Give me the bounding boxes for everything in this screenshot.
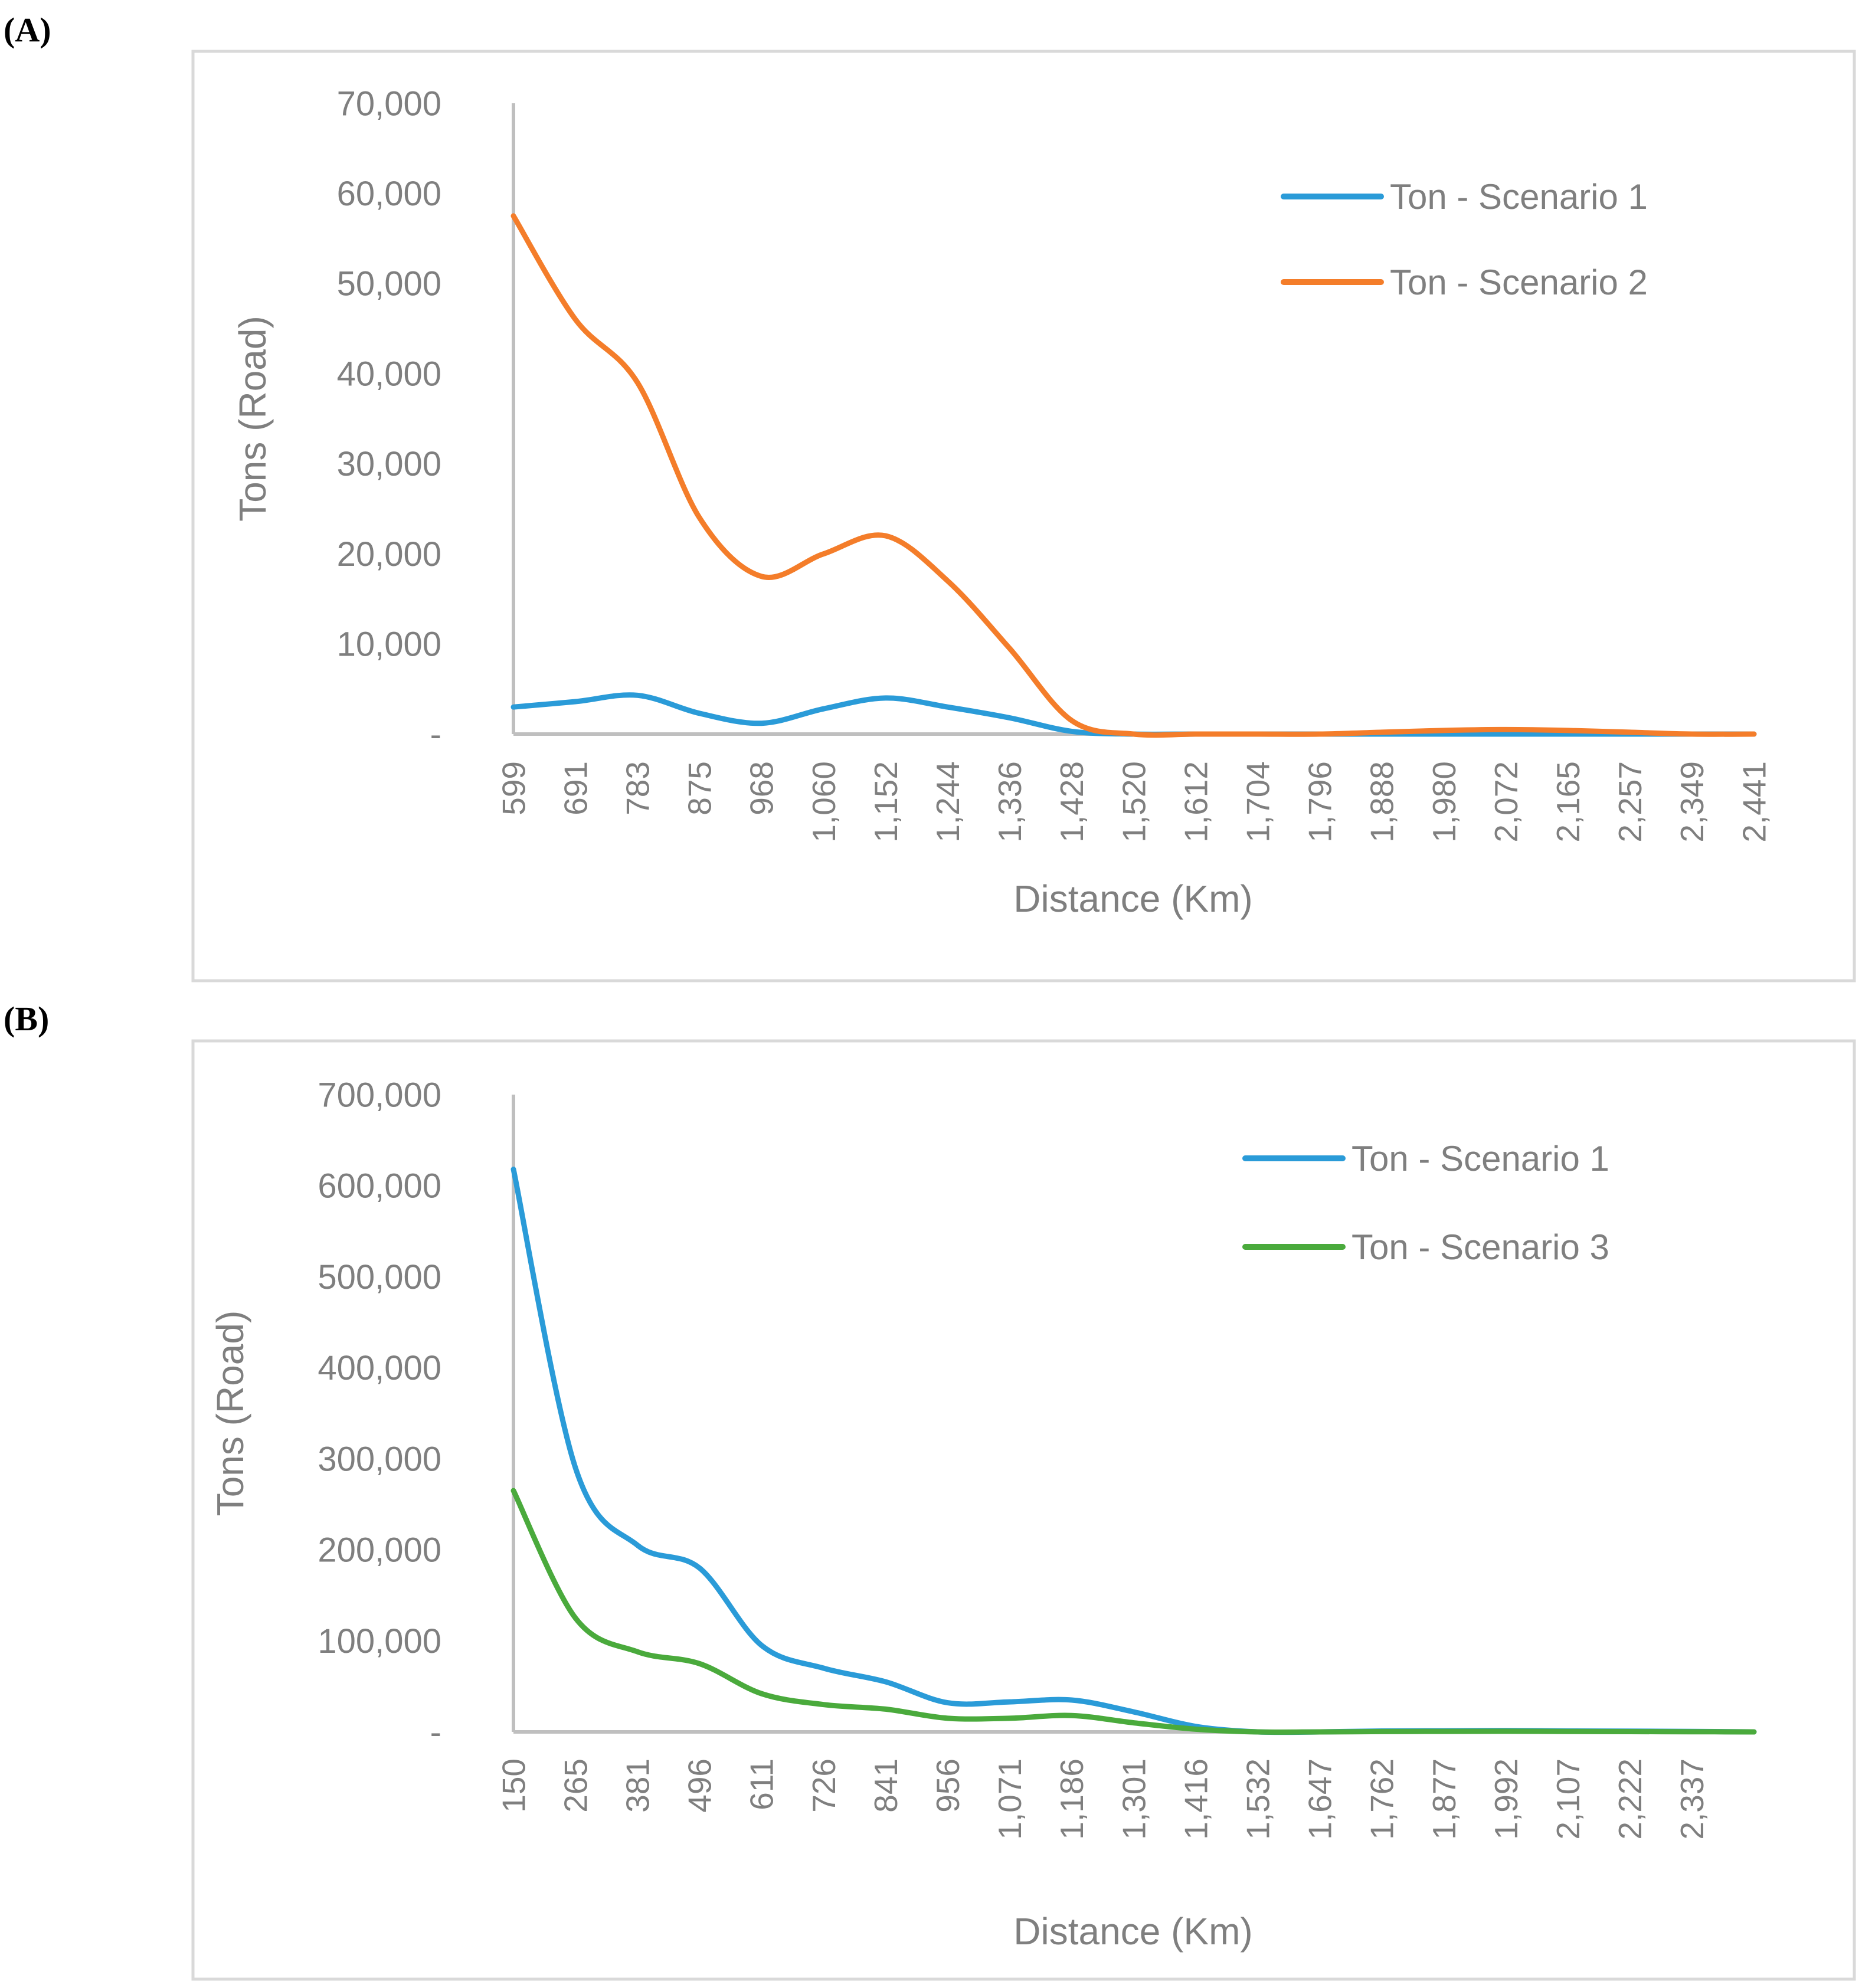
x-tick-label-a: 2,257 xyxy=(1612,761,1648,843)
y-tick-label-b: 300,000 xyxy=(318,1440,441,1478)
x-tick-label-b: 1,647 xyxy=(1302,1758,1339,1840)
y-tick-label-b: 700,000 xyxy=(318,1076,441,1114)
x-tick-label-a: 691 xyxy=(557,761,594,815)
y-tick-label-b: 400,000 xyxy=(318,1349,441,1387)
x-tick-label-b: 2,337 xyxy=(1674,1758,1710,1840)
y-tick-label-b: 100,000 xyxy=(318,1622,441,1661)
y-tick-label-b: 600,000 xyxy=(318,1167,441,1206)
x-tick-label-b: 1,301 xyxy=(1115,1758,1152,1840)
x-tick-label-a: 1,520 xyxy=(1115,761,1152,843)
x-tick-label-a: 968 xyxy=(744,761,780,815)
series-line-b-2 xyxy=(511,1488,1757,1735)
legend-label-b-1: Ton - Scenario 1 xyxy=(1351,1139,1609,1178)
x-tick-label-a: 783 xyxy=(619,761,656,815)
x-tick-label-b: 1,877 xyxy=(1426,1758,1462,1840)
y-tick-label-a: 40,000 xyxy=(337,355,441,393)
y-axis-title-b: Tons (Road) xyxy=(209,1311,251,1517)
x-tick-label-b: 1,992 xyxy=(1488,1758,1524,1840)
x-tick-label-a: 1,888 xyxy=(1364,761,1400,843)
x-tick-label-b: 841 xyxy=(868,1758,904,1813)
x-tick-label-a: 1,796 xyxy=(1302,761,1339,843)
x-tick-label-b: 1,532 xyxy=(1239,1758,1276,1840)
panel-label-a: (A) xyxy=(4,11,51,49)
x-tick-label-a: 2,072 xyxy=(1488,761,1524,843)
line-chart-a: - 10,000 20,000 30,000 40,000 50,000 60,000 70,… xyxy=(231,84,1772,920)
chart-frame-b xyxy=(191,1039,1856,1981)
x-tick-label-b: 1,186 xyxy=(1053,1758,1090,1840)
x-tick-label-b: 1,762 xyxy=(1364,1758,1400,1840)
x-tick-label-a: 1,060 xyxy=(806,761,842,843)
x-axis-title-a: Distance (Km) xyxy=(1013,877,1252,920)
x-tick-label-a: 2,349 xyxy=(1674,761,1710,843)
x-tick-label-b: 611 xyxy=(744,1758,780,1810)
x-tick-label-b: 1,071 xyxy=(991,1758,1028,1840)
x-tick-label-b: 726 xyxy=(806,1758,842,1813)
x-tick-label-a: 875 xyxy=(682,761,718,815)
x-tick-label-a: 599 xyxy=(495,761,532,815)
y-tick-label-b: - xyxy=(430,1713,441,1751)
chart-frame-a xyxy=(191,50,1856,982)
x-tick-label-a: 1,152 xyxy=(868,761,904,843)
x-axis-title-b: Distance (Km) xyxy=(1013,1910,1252,1953)
line-chart-b: - 100,000 200,000 300,000 400,000 500,000 600,… xyxy=(209,1076,1757,1953)
x-tick-label-a: 2,441 xyxy=(1736,761,1772,843)
x-tick-label-a: 1,612 xyxy=(1177,761,1214,843)
y-tick-label-a: - xyxy=(430,715,441,754)
x-tick-label-a: 1,980 xyxy=(1426,761,1462,843)
legend-label-a-1: Ton - Scenario 1 xyxy=(1390,177,1648,217)
x-tick-label-a: 1,244 xyxy=(930,761,966,843)
x-tick-label-b: 2,107 xyxy=(1550,1758,1586,1840)
x-tick-label-a: 2,165 xyxy=(1550,761,1586,843)
y-axis-title-a: Tons (Road) xyxy=(231,316,274,522)
y-tick-label-a: 20,000 xyxy=(337,535,441,574)
x-tick-label-b: 2,222 xyxy=(1612,1758,1648,1840)
x-tick-label-b: 265 xyxy=(557,1758,594,1813)
x-tick-label-b: 150 xyxy=(495,1758,532,1813)
y-tick-label-b: 500,000 xyxy=(318,1258,441,1296)
x-tick-label-b: 1,416 xyxy=(1177,1758,1214,1840)
y-tick-label-a: 60,000 xyxy=(337,175,441,213)
x-tick-label-a: 1,704 xyxy=(1239,761,1276,843)
series-line-a-2 xyxy=(511,213,1757,738)
panel-label-b: (B) xyxy=(4,1000,49,1038)
y-tick-label-a: 30,000 xyxy=(337,445,441,483)
y-tick-label-b: 200,000 xyxy=(318,1531,441,1570)
x-tick-label-a: 1,336 xyxy=(991,761,1028,843)
x-tick-label-b: 381 xyxy=(619,1758,656,1813)
legend-label-a-2: Ton - Scenario 2 xyxy=(1390,263,1648,302)
legend-label-b-2: Ton - Scenario 3 xyxy=(1351,1227,1609,1267)
x-tick-label-b: 956 xyxy=(930,1758,966,1813)
y-tick-label-a: 50,000 xyxy=(337,265,441,303)
x-tick-label-a: 1,428 xyxy=(1053,761,1090,843)
y-tick-label-a: 10,000 xyxy=(337,625,441,664)
y-tick-label-a: 70,000 xyxy=(337,84,441,123)
x-tick-label-b: 496 xyxy=(682,1758,718,1813)
